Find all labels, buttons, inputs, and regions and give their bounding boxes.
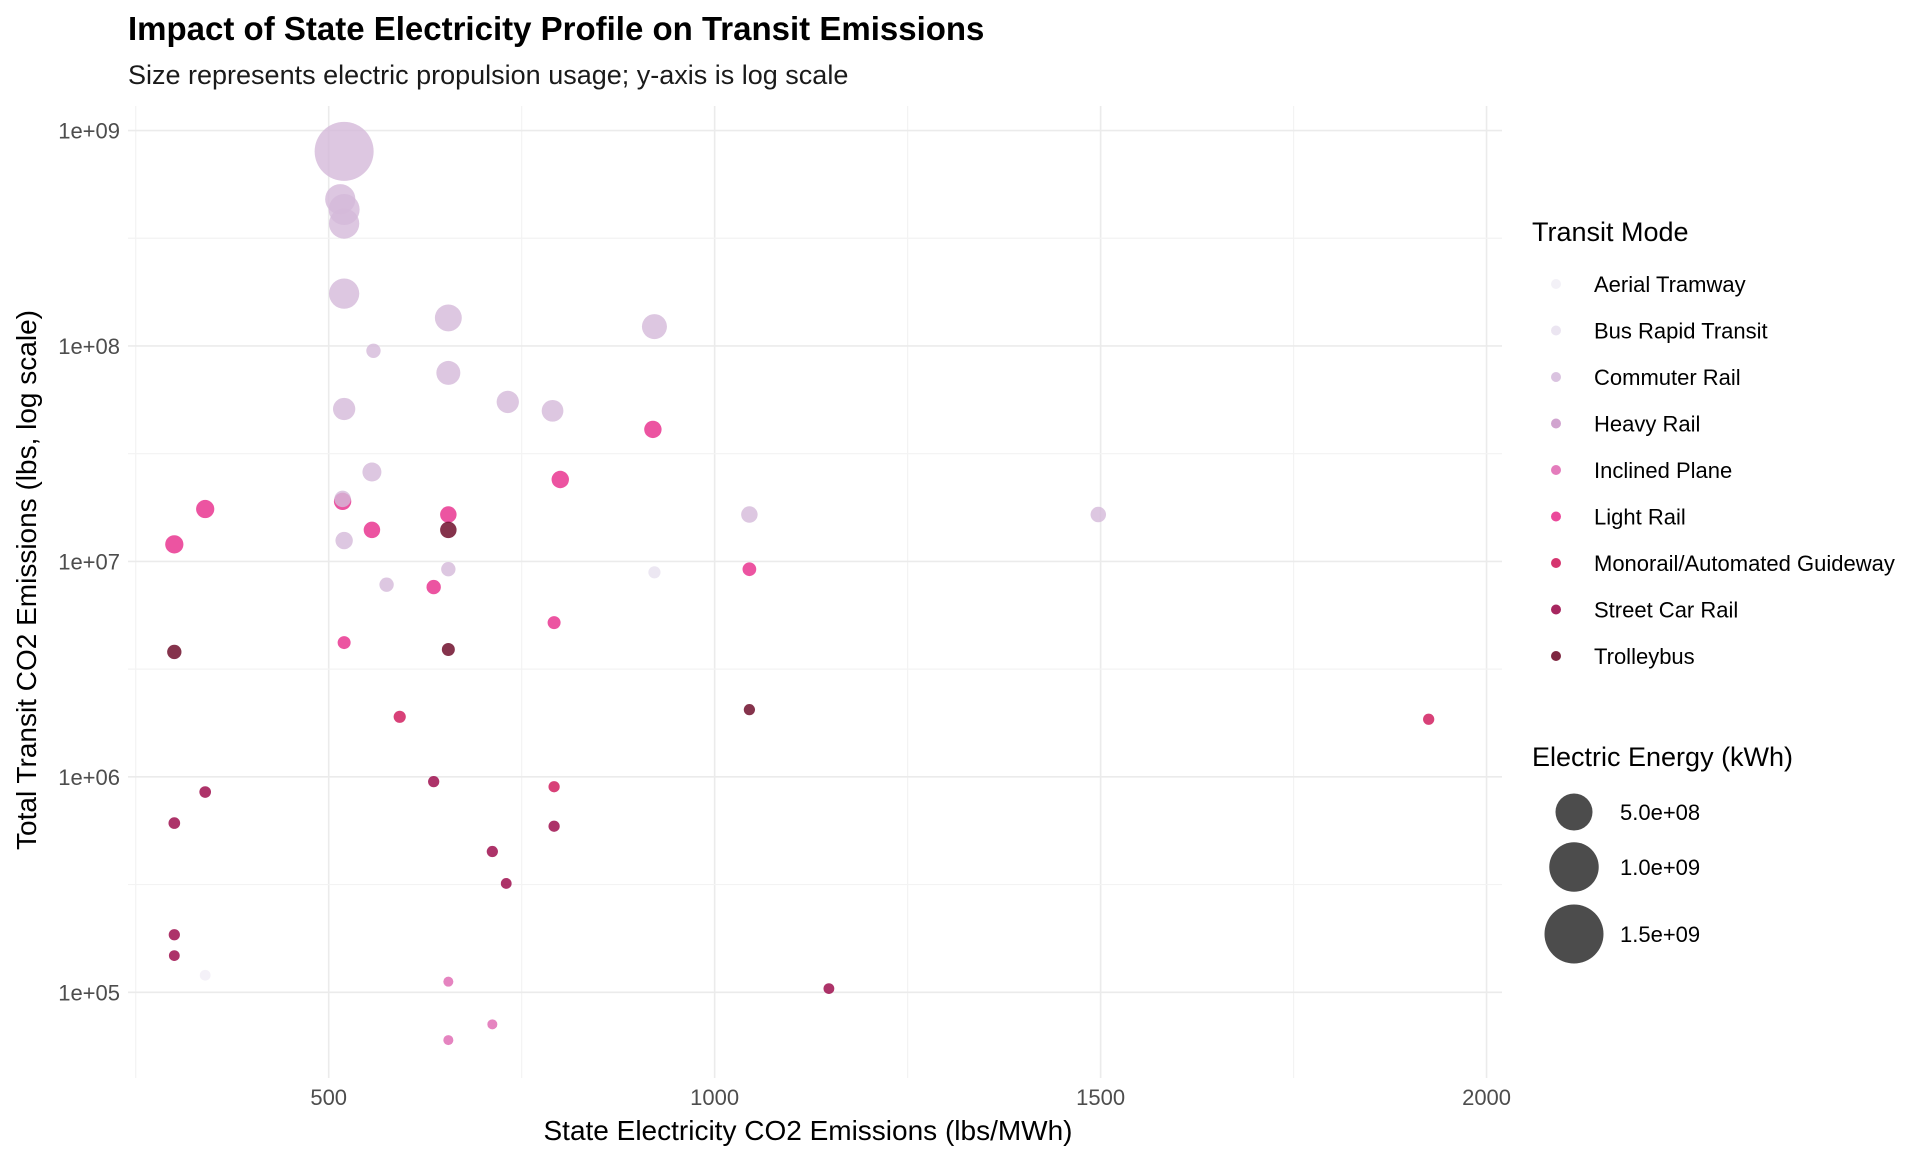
x-tick-label: 500 bbox=[310, 1085, 347, 1110]
data-point bbox=[441, 643, 455, 657]
x-tick-label: 1500 bbox=[1076, 1085, 1125, 1110]
data-point bbox=[1423, 713, 1435, 725]
data-point bbox=[199, 786, 212, 798]
grid-lines bbox=[128, 106, 1502, 1078]
data-point bbox=[168, 950, 180, 961]
y-tick-label: 1e+07 bbox=[58, 549, 120, 574]
size-legend-title: Electric Energy (kWh) bbox=[1532, 742, 1793, 772]
data-point bbox=[486, 845, 498, 858]
data-point bbox=[496, 390, 519, 414]
legend-label: Commuter Rail bbox=[1594, 365, 1741, 390]
size-legend: Electric Energy (kWh) 5.0e+08 1.0e+09 1.5e… bbox=[1532, 742, 1793, 964]
data-point bbox=[329, 208, 360, 239]
legend-key bbox=[1551, 418, 1561, 429]
data-point bbox=[548, 820, 560, 832]
data-point bbox=[393, 710, 406, 723]
legend-label: Trolleybus bbox=[1594, 644, 1695, 669]
y-tick-label: 1e+06 bbox=[58, 765, 120, 790]
data-point bbox=[743, 704, 756, 716]
data-point bbox=[440, 521, 457, 539]
data-point bbox=[196, 499, 215, 519]
legend-label: Bus Rapid Transit bbox=[1594, 319, 1768, 344]
size-legend-items: 5.0e+08 1.0e+09 1.5e+09 bbox=[1544, 793, 1700, 964]
size-legend-label: 1.0e+09 bbox=[1620, 855, 1700, 880]
color-legend-items: Aerial Tramway Bus Rapid Transit Commuter … bbox=[1551, 272, 1895, 669]
data-point bbox=[541, 399, 564, 422]
data-point bbox=[742, 562, 757, 577]
legend-label: Inclined Plane bbox=[1594, 458, 1732, 483]
chart-title: Impact of State Electricity Profile on T… bbox=[128, 10, 984, 47]
y-axis-title: Total Transit CO2 Emissions (lbs, log sc… bbox=[11, 310, 42, 850]
data-point bbox=[644, 420, 662, 439]
size-legend-key bbox=[1555, 793, 1593, 831]
data-point bbox=[363, 521, 381, 539]
legend-key bbox=[1551, 651, 1561, 661]
size-legend-key bbox=[1549, 842, 1599, 892]
x-axis-title: State Electricity CO2 Emissions (lbs/MWh… bbox=[544, 1115, 1073, 1146]
x-tick-label: 1000 bbox=[690, 1085, 739, 1110]
legend-label: Street Car Rail bbox=[1594, 598, 1738, 623]
data-point bbox=[548, 781, 560, 793]
data-point bbox=[487, 1019, 498, 1030]
size-legend-label: 1.5e+09 bbox=[1620, 922, 1700, 947]
data-point bbox=[648, 566, 661, 579]
x-axis-ticks: 500 1000 1500 2000 bbox=[310, 1085, 1511, 1110]
data-point bbox=[441, 562, 456, 577]
legend-key bbox=[1551, 372, 1561, 382]
legend-label: Heavy Rail bbox=[1594, 412, 1700, 437]
data-point bbox=[428, 776, 440, 788]
data-point bbox=[823, 983, 835, 995]
data-points bbox=[165, 121, 1435, 1046]
data-point bbox=[641, 314, 667, 340]
size-legend-label: 5.0e+08 bbox=[1620, 800, 1700, 825]
y-axis-ticks: 1e+05 1e+06 1e+07 1e+08 1e+09 bbox=[58, 119, 120, 1006]
y-tick-label: 1e+09 bbox=[58, 119, 120, 144]
data-point bbox=[443, 1035, 454, 1046]
data-point bbox=[500, 878, 512, 889]
legend-key bbox=[1551, 279, 1561, 289]
legend-key bbox=[1551, 511, 1561, 522]
data-point bbox=[168, 817, 181, 829]
data-point bbox=[337, 636, 351, 650]
data-point bbox=[325, 184, 356, 215]
color-legend-title: Transit Mode bbox=[1532, 217, 1689, 247]
data-point bbox=[168, 929, 180, 941]
data-point bbox=[379, 577, 394, 592]
data-point bbox=[741, 506, 758, 523]
data-point bbox=[436, 360, 461, 385]
y-tick-label: 1e+08 bbox=[58, 334, 120, 359]
legend-key bbox=[1551, 604, 1561, 615]
y-tick-label: 1e+05 bbox=[58, 980, 120, 1005]
data-point bbox=[362, 462, 382, 482]
data-point bbox=[335, 531, 353, 550]
x-tick-label: 2000 bbox=[1462, 1085, 1511, 1110]
data-point bbox=[199, 969, 211, 981]
data-point bbox=[426, 579, 441, 595]
data-point bbox=[314, 121, 374, 181]
legend-label: Light Rail bbox=[1594, 505, 1686, 530]
data-point bbox=[440, 506, 457, 523]
data-point bbox=[434, 304, 462, 332]
legend-key bbox=[1551, 325, 1561, 336]
color-legend: Transit Mode Aerial Tramway Bus Rapid Tra… bbox=[1532, 217, 1895, 669]
data-point bbox=[547, 616, 561, 630]
data-point bbox=[167, 644, 182, 660]
data-point bbox=[165, 535, 184, 554]
legend-key bbox=[1551, 465, 1561, 475]
legend-label: Aerial Tramway bbox=[1594, 272, 1746, 297]
legend-label: Monorail/Automated Guideway bbox=[1594, 551, 1895, 576]
size-legend-key bbox=[1544, 904, 1604, 964]
data-point bbox=[332, 397, 356, 421]
data-point bbox=[334, 490, 351, 508]
legend-key bbox=[1551, 558, 1561, 568]
chart-subtitle: Size represents electric propulsion usag… bbox=[128, 60, 848, 90]
data-point bbox=[366, 343, 381, 358]
data-point bbox=[1090, 506, 1107, 523]
data-point bbox=[443, 976, 454, 987]
data-point bbox=[329, 278, 360, 309]
data-point bbox=[551, 470, 569, 489]
